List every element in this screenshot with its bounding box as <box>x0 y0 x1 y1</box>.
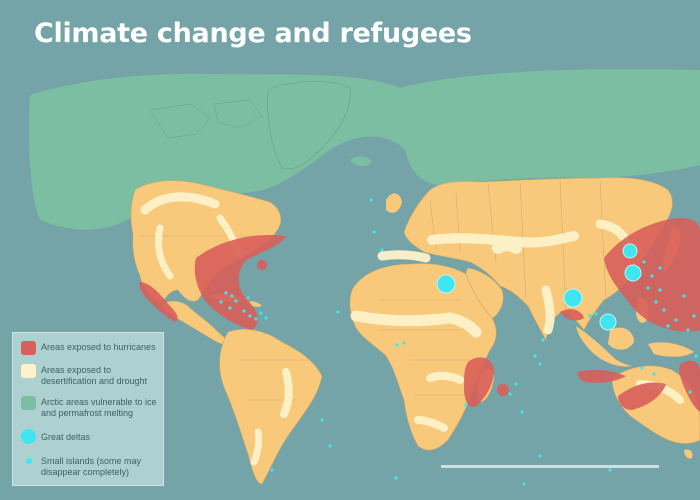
scale-bar <box>441 465 659 468</box>
landmass-tasmania <box>684 449 693 459</box>
delta-yellow-river <box>622 243 638 259</box>
landmass-south-america <box>219 329 323 485</box>
landmass-new-guinea <box>648 342 694 357</box>
great-deltas <box>436 243 642 331</box>
arctic-swatch <box>21 396 36 410</box>
small-islands <box>219 198 698 486</box>
delta-nile <box>436 274 456 294</box>
landmass-sumatra-java <box>576 326 632 367</box>
landmass-africa <box>349 263 497 451</box>
great-delta-dot-icon <box>21 429 36 444</box>
landmass-canadian-arctic-islands <box>149 99 263 139</box>
landmass-borneo <box>608 327 634 350</box>
landmass-australia <box>611 365 700 444</box>
desertification-zones <box>140 192 684 466</box>
delta-ganges-brahmaputra <box>563 288 583 308</box>
legend-label-desertification: Areas exposed to desertification and dro… <box>41 365 148 386</box>
delta-mekong <box>599 313 617 331</box>
delta-yangtze <box>624 264 642 282</box>
hurricane-swatch <box>21 341 36 355</box>
landmass-iceland <box>350 156 372 167</box>
legend-label-small-islands: Small islands (some may disappear comple… <box>41 456 142 477</box>
legend-label-great-deltas: Great deltas <box>41 432 91 442</box>
landmass-greenland <box>267 81 351 170</box>
hurricane-zones <box>139 218 700 412</box>
desertification-swatch <box>21 364 36 378</box>
landmass-british-isles <box>386 193 402 213</box>
small-island-dot-icon <box>26 458 32 464</box>
landmass-eurasia <box>403 177 673 341</box>
legend-label-arctic: Arctic areas vulnerable to ice and perma… <box>41 397 157 418</box>
legend-label-hurricanes: Areas exposed to hurricanes <box>41 342 156 352</box>
legend: Areas exposed to hurricanes Areas expose… <box>12 332 164 486</box>
map-title: Climate change and refugees <box>34 18 472 49</box>
